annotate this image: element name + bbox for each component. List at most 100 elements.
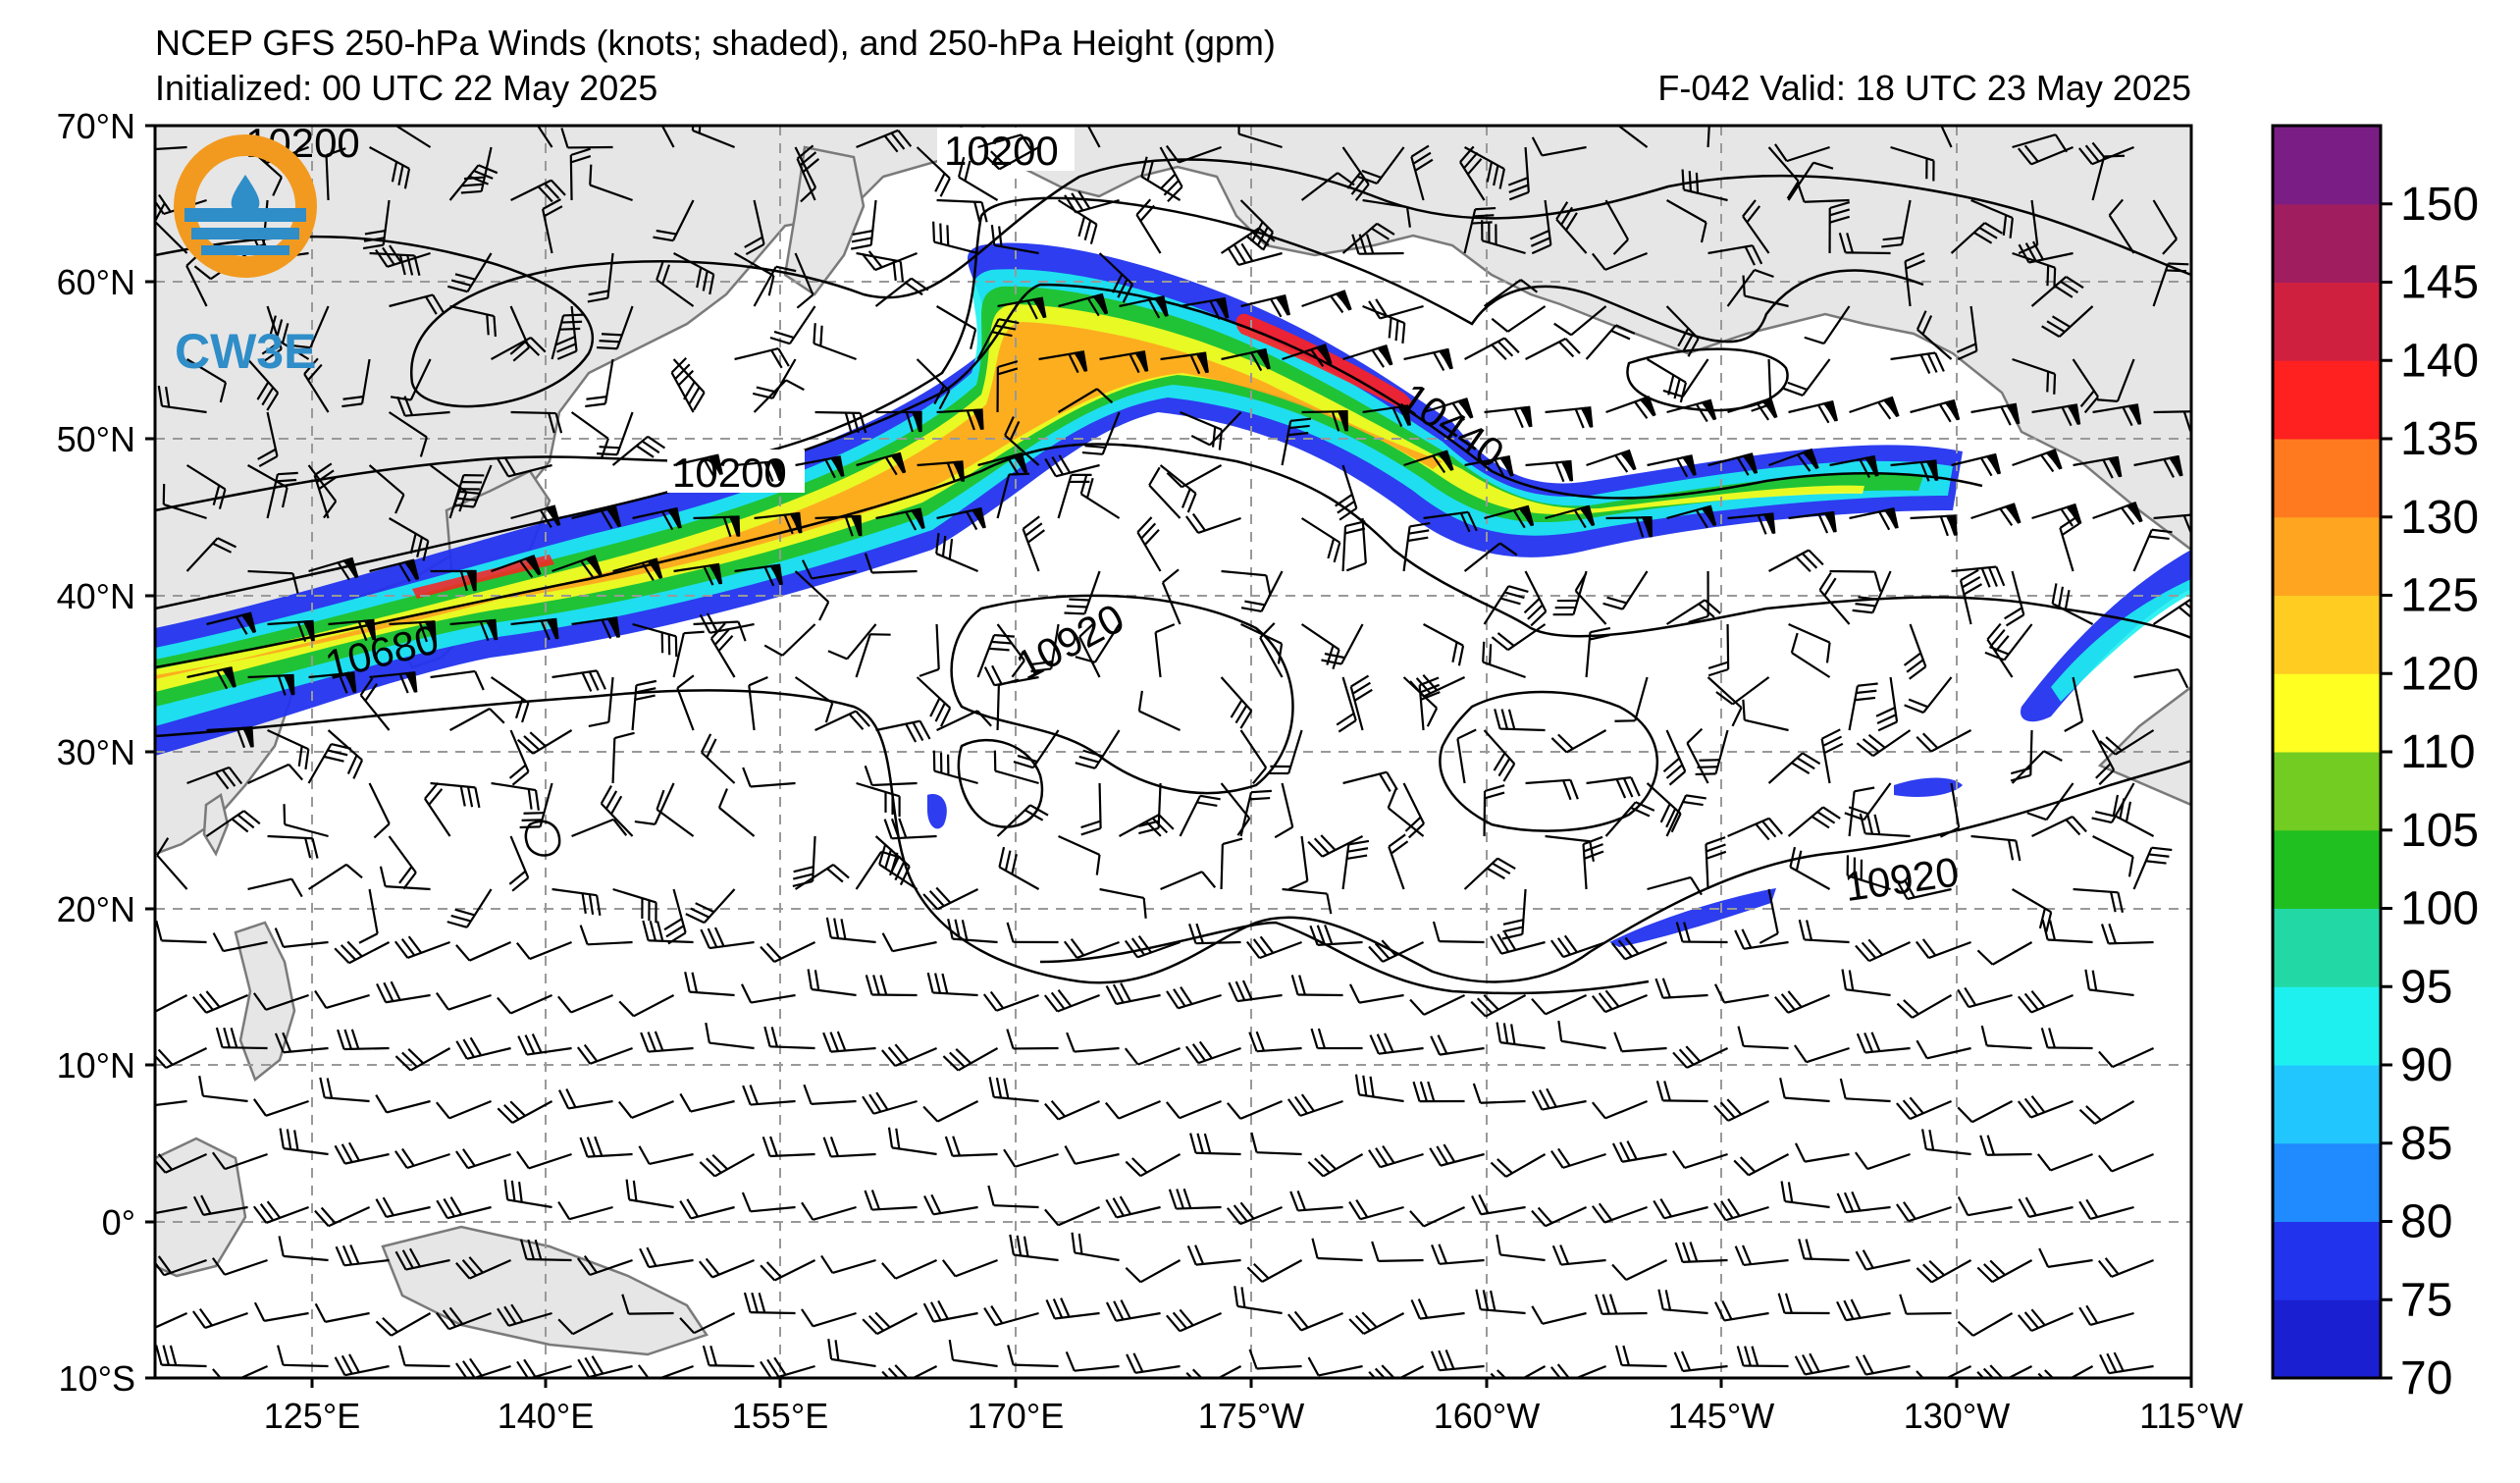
wind-barb [754,511,803,535]
wind-barb [497,993,552,1015]
wind-barb [1431,1244,1485,1265]
wind-barb [269,315,310,360]
wind-barb [753,379,805,413]
alaska-canada-landmass [979,126,2191,552]
lon-label: 160°W [1434,1396,1540,1436]
wind-barb [1787,161,1834,201]
wind-barb [358,888,379,944]
wind-barb [1896,994,1953,1019]
wind-barb [1774,143,1830,163]
wind-barb [508,729,530,786]
wind-barb [2011,750,2063,784]
wind-barb [394,126,432,148]
colorbar-segment [2273,439,2381,518]
wind-barb [585,358,614,408]
wind-barb [1287,835,1309,891]
wind-barb [702,1345,755,1368]
contour-high-east [1439,690,1659,832]
wind-barb [359,677,391,731]
wind-barb [1006,1029,1059,1050]
wind-barb [1226,1201,1283,1226]
wind-barb [1481,220,1526,255]
wind-barb [631,679,657,731]
wind-barb [1705,836,1727,890]
wind-barb [1470,994,1527,1018]
wind-barb [1970,503,2021,527]
wind-barb [1507,146,1530,201]
wind-barb [252,992,309,1011]
wind-barb [212,932,268,953]
wind-barb [1030,623,1060,673]
wind-barb [319,1077,370,1103]
wind-barb [252,1200,309,1224]
wind-barb [1045,1298,1100,1320]
wind-barb [307,863,363,890]
wind-barb [2017,144,2074,166]
wind-barb [1591,989,1648,1014]
wind-barb [794,252,814,309]
wind-barb [1916,729,1972,753]
wind-barb [2073,887,2125,913]
wind-barb [551,669,606,692]
wind-barb [155,145,187,151]
colorbar-tick-label: 120 [2400,648,2479,700]
wind-barb [1387,788,1425,837]
wind-barb [560,128,613,149]
wind-barb [2041,305,2094,338]
wind-barb [1274,782,1294,839]
colorbar-segment [2273,516,2381,596]
wind-barb [510,504,561,528]
wind-barb [621,1294,674,1315]
wind-barb [274,927,329,948]
wind-barb [247,569,299,594]
wind-barb [453,464,493,508]
wind-barb [1160,871,1217,891]
wind-barb [394,1147,450,1170]
wind-barb [1734,1245,1789,1267]
wind-barb [1044,1099,1100,1121]
wind-barb [941,1258,998,1278]
wind-barb [822,1137,876,1158]
wind-barb [247,464,289,508]
wind-barb [709,622,736,678]
wind-barb [856,781,901,818]
wind-barb [1348,983,1404,1004]
wind-barb [1403,347,1453,372]
colorbar-segment [2273,908,2381,987]
wind-barb [1124,1046,1181,1066]
wind-barb [2064,676,2084,732]
wind-barb [916,358,951,410]
wind-barb [1290,975,1343,997]
wind-barb [1098,252,1134,303]
wind-barb [673,252,715,295]
wind-barb [2012,133,2068,153]
wind-barb [1307,1356,1363,1377]
wind-barb [1715,676,1770,706]
wind-barb [1168,1188,1222,1210]
wind-barb [205,810,261,837]
wind-barb [1657,1289,1708,1315]
wind-barb [1767,146,1800,199]
wind-barb [2132,528,2173,572]
wind-barb [656,789,695,837]
wind-barb [368,782,391,839]
wind-barb [881,1043,937,1068]
wind-barb [2152,199,2179,255]
wind-barb [1957,1312,2014,1337]
wind-barb [936,710,992,731]
wind-barb [1829,569,1882,592]
wind-barb [672,630,705,678]
wind-barb [155,994,188,1014]
wind-barb [1349,674,1373,731]
wind-barb [1179,794,1221,837]
wind-barb [596,305,634,350]
map-panel: 10200 10200 10680 10920 10440 10920 1020… [155,126,2191,1378]
colorbar-tick-label: 90 [2400,1039,2452,1091]
wind-barb [1126,1352,1181,1374]
wind-barb [1282,887,1333,915]
wind-barb [1496,1234,1546,1262]
wind-barb [430,569,477,592]
wind-barb [699,1257,755,1279]
wind-barb [1846,855,1891,891]
wind-barb [1105,1299,1161,1322]
